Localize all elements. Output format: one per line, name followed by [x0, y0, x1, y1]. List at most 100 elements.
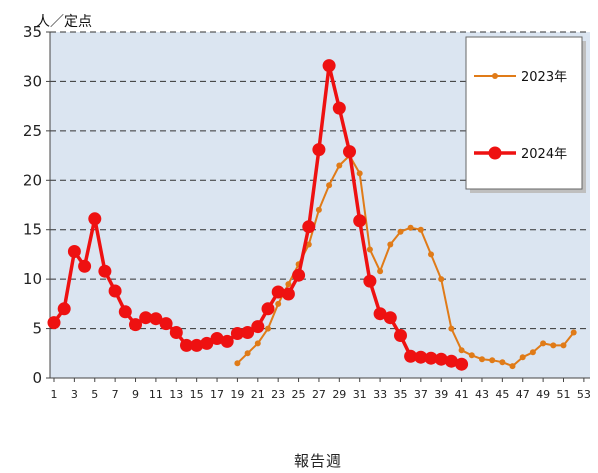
data-point [377, 268, 384, 275]
x-tick-label: 45 [495, 388, 509, 401]
x-tick-label: 25 [292, 388, 306, 401]
x-tick-labels: 1 3 5 7 9 11 13 15 17 19 21 23 25 27 29 31 33 35 37 39 41 43 4… [51, 378, 591, 401]
series-1 [47, 59, 469, 371]
data-point [159, 317, 173, 331]
legend-marker-2024 [488, 146, 502, 160]
x-tick-label: 3 [71, 388, 78, 401]
data-point [88, 212, 102, 226]
data-point [336, 162, 343, 169]
data-point [373, 307, 387, 321]
data-point [98, 264, 112, 278]
data-point [397, 228, 404, 235]
legend: 2023年 2024年 [465, 36, 586, 193]
data-point [108, 284, 122, 298]
data-point [200, 336, 214, 350]
data-point [550, 342, 557, 349]
data-point [394, 329, 407, 342]
data-point [499, 359, 506, 366]
data-point [448, 325, 455, 332]
data-point [387, 241, 394, 248]
data-point [428, 251, 434, 258]
data-point [139, 311, 153, 325]
y-tick-label: 15 [23, 221, 42, 239]
data-point [529, 349, 536, 356]
x-tick-label: 21 [251, 388, 265, 401]
data-point [244, 350, 251, 357]
data-point [407, 224, 414, 231]
data-point [509, 363, 516, 370]
data-point [285, 281, 292, 288]
x-tick-label: 51 [557, 388, 571, 401]
data-point [353, 214, 367, 228]
data-point [468, 352, 475, 359]
data-point [444, 354, 458, 368]
x-tick-label: 11 [149, 388, 163, 401]
x-tick-label: 27 [312, 388, 326, 401]
x-tick-label: 15 [190, 388, 204, 401]
data-point [275, 300, 282, 307]
y-tick-labels: 0 5 10 15 20 25 30 35 [23, 23, 50, 387]
x-tick-label: 7 [112, 388, 119, 401]
series-0 [234, 152, 577, 370]
data-point [479, 356, 485, 363]
series-layer [47, 59, 577, 371]
legend-label-2023: 2023年 [521, 70, 567, 85]
x-axis-label: 報告週 [294, 452, 342, 470]
data-point [190, 338, 204, 352]
data-point [383, 311, 397, 325]
x-tick-label: 37 [414, 388, 428, 401]
data-point [292, 268, 306, 282]
data-point [220, 334, 234, 348]
data-point [67, 245, 81, 258]
y-tick-label: 30 [23, 72, 42, 90]
data-point [417, 226, 424, 233]
data-point [57, 302, 71, 316]
legend-label-2024: 2024年 [521, 147, 567, 162]
y-axis-label: 人／定点 [36, 14, 92, 30]
data-point [366, 246, 373, 253]
x-tick-label: 43 [475, 388, 489, 401]
data-point [47, 316, 61, 330]
data-point [271, 285, 285, 299]
x-tick-label: 29 [332, 388, 346, 401]
x-tick-label: 5 [91, 388, 98, 401]
x-tick-label: 35 [393, 388, 407, 401]
legend-marker-2023 [492, 73, 498, 79]
data-point [312, 143, 326, 157]
data-point [326, 182, 333, 189]
data-point [560, 342, 567, 349]
x-tick-label: 53 [577, 388, 591, 401]
data-point [315, 206, 322, 213]
data-point [265, 325, 271, 332]
data-point [230, 327, 244, 340]
x-tick-label: 33 [373, 388, 387, 401]
y-tick-label: 5 [32, 320, 42, 338]
x-tick-label: 19 [230, 388, 244, 401]
data-point [210, 332, 224, 345]
data-point [251, 320, 265, 334]
x-tick-label: 1 [51, 388, 58, 401]
x-tick-label: 17 [210, 388, 224, 401]
data-point [455, 357, 469, 371]
data-point [234, 360, 241, 367]
y-tick-label: 35 [23, 23, 42, 41]
data-point [241, 326, 255, 339]
data-point [458, 347, 465, 354]
x-tick-label: 9 [132, 388, 139, 401]
data-point [180, 338, 193, 352]
data-point [356, 170, 363, 177]
y-tick-label: 20 [23, 171, 42, 189]
data-point [424, 351, 438, 365]
x-tick-label: 49 [536, 388, 550, 401]
y-tick-label: 25 [23, 122, 42, 140]
data-point [129, 318, 142, 332]
data-point [332, 101, 346, 115]
data-point [404, 349, 418, 363]
data-point [438, 276, 445, 283]
data-point [78, 259, 92, 273]
data-point [363, 274, 377, 288]
data-point [302, 220, 316, 234]
data-point [434, 352, 448, 366]
data-point [540, 340, 547, 347]
